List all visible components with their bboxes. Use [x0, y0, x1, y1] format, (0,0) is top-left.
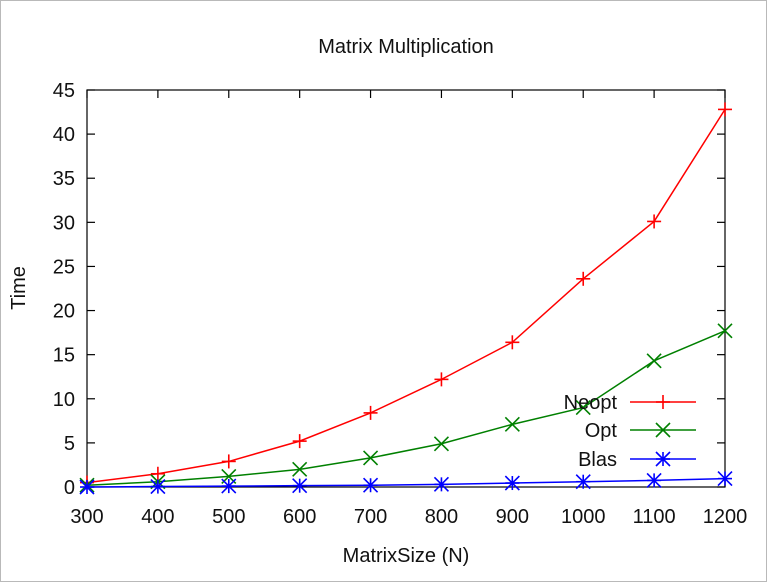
x-tick-label: 300 — [70, 506, 103, 528]
x-axis-label: MatrixSize (N) — [343, 545, 470, 567]
data-point-neopt — [292, 434, 307, 449]
series-line-blas — [86, 477, 726, 488]
legend-label-neopt: Neopt — [564, 392, 618, 414]
series-line-opt — [86, 330, 726, 486]
y-tick-label: 35 — [53, 168, 75, 190]
data-point-opt — [504, 416, 520, 432]
plot-border — [86, 89, 726, 488]
data-point-opt — [433, 436, 450, 452]
y-tick-label: 5 — [64, 433, 75, 455]
data-point-blas — [717, 471, 733, 487]
y-tick-label: 10 — [53, 389, 75, 411]
legend-marker-blas — [655, 451, 671, 467]
x-tick-label: 400 — [141, 506, 174, 528]
x-tick-label: 800 — [425, 506, 458, 528]
chart-title: Matrix Multiplication — [318, 36, 494, 58]
data-point-neopt — [434, 372, 449, 387]
data-point-opt — [717, 323, 733, 339]
legend-label-blas: Blas — [578, 449, 617, 471]
data-point-blas — [504, 475, 520, 491]
x-tick-label: 1000 — [561, 506, 606, 528]
data-point-blas — [646, 472, 662, 488]
y-tick-label: 30 — [53, 212, 75, 234]
data-point-neopt — [363, 405, 378, 420]
data-point-neopt — [150, 466, 165, 481]
data-point-opt — [292, 461, 308, 477]
data-point-neopt — [576, 271, 591, 286]
data-point-blas — [575, 474, 591, 490]
y-axis-label: Time — [8, 266, 30, 310]
series-line-neopt — [86, 109, 726, 484]
data-point-opt — [575, 400, 591, 416]
x-tick-label: 900 — [496, 506, 529, 528]
y-tick-label: 25 — [53, 256, 75, 278]
x-tick-label: 500 — [212, 506, 245, 528]
data-point-neopt — [647, 214, 662, 229]
y-tick-label: 40 — [53, 124, 75, 146]
legend-marker-opt — [655, 422, 671, 438]
legend-label-opt: Opt — [585, 420, 618, 442]
legend-marker-neopt — [656, 395, 670, 409]
data-point-blas — [292, 478, 308, 494]
data-point-neopt — [221, 454, 236, 469]
data-point-blas — [150, 478, 166, 495]
x-tick-label: 600 — [283, 506, 316, 528]
y-tick-label: 15 — [53, 345, 75, 367]
data-point-opt — [362, 450, 379, 466]
data-point-opt — [646, 353, 662, 369]
data-point-blas — [433, 476, 450, 492]
data-point-neopt — [505, 335, 520, 350]
y-tick-label: 0 — [64, 477, 75, 499]
data-point-neopt — [718, 102, 732, 117]
x-tick-label: 700 — [354, 506, 387, 528]
data-point-blas — [221, 478, 237, 494]
data-point-blas — [79, 479, 95, 495]
data-point-blas — [362, 477, 379, 493]
y-tick-label: 45 — [53, 80, 75, 102]
x-tick-label: 1200 — [703, 506, 748, 528]
x-tick-label: 1100 — [633, 506, 676, 528]
y-tick-label: 20 — [53, 301, 75, 323]
